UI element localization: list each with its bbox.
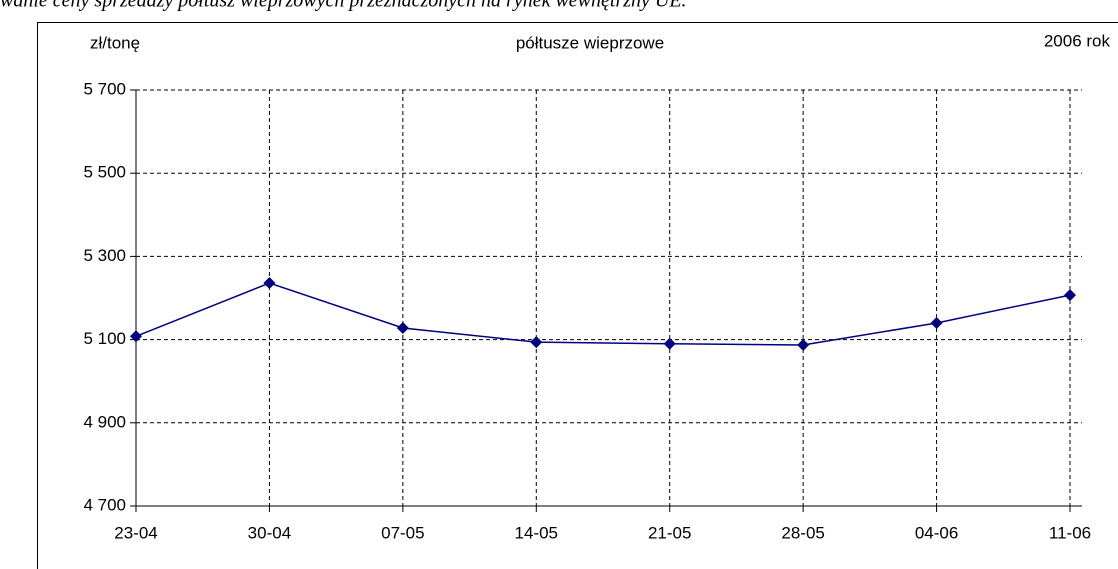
x-tick-label: 11-06: [1049, 523, 1091, 542]
x-tick-label: 21-05: [648, 523, 691, 542]
y-tick-label: 4 700: [83, 495, 126, 514]
annotation: 2006 rok: [1044, 31, 1111, 50]
chart-frame: [37, 22, 1118, 569]
x-tick-label: 23-04: [114, 523, 157, 542]
x-tick-label: 07-05: [381, 523, 424, 542]
marker: [1064, 289, 1076, 302]
x-tick-label: 04-06: [915, 523, 958, 542]
caption: wanie ceny sprzedaży półtusz wieprzowych…: [0, 0, 687, 12]
y-tick-label: 5 100: [83, 329, 126, 348]
marker: [530, 336, 543, 349]
marker: [396, 321, 409, 334]
marker: [663, 337, 676, 350]
marker: [797, 339, 810, 352]
y-axis-label: zł/tonę: [90, 33, 140, 52]
x-tick-label: 28-05: [781, 523, 824, 542]
y-tick-label: 4 900: [83, 412, 126, 431]
marker: [130, 330, 142, 343]
y-tick-label: 5 700: [83, 79, 126, 98]
line: [135, 282, 1071, 346]
marker: [263, 277, 276, 290]
x-tick-label: 14-05: [515, 523, 558, 542]
y-tick-label: 5 500: [83, 163, 126, 182]
y-tick-label: 5 300: [83, 246, 126, 265]
x-tick-label: 30-04: [248, 523, 291, 542]
marker: [930, 316, 943, 329]
chart-title: półtusze wieprzowe: [516, 33, 664, 52]
